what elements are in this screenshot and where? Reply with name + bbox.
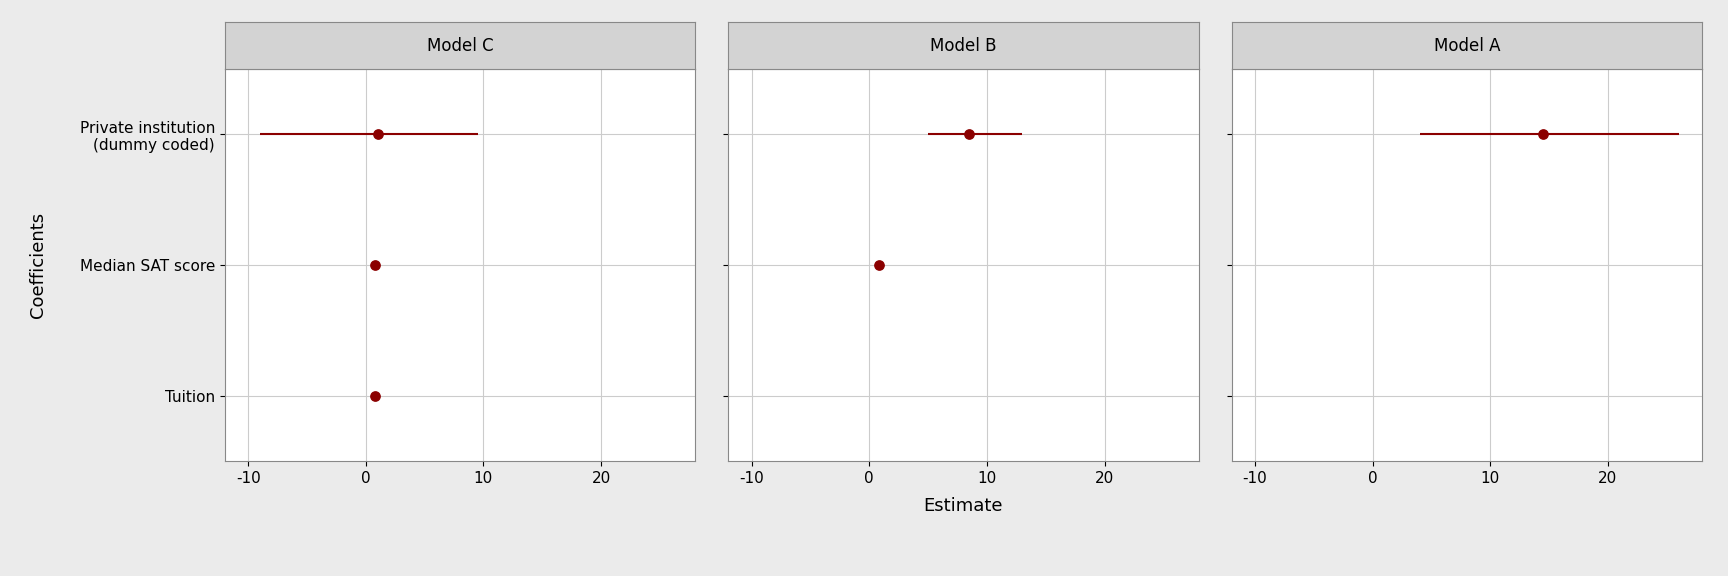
Point xyxy=(1529,130,1557,139)
Point xyxy=(864,260,892,270)
X-axis label: Estimate: Estimate xyxy=(923,497,1004,514)
Point xyxy=(361,391,389,400)
Point xyxy=(361,260,389,270)
Point xyxy=(956,130,983,139)
Text: Coefficients: Coefficients xyxy=(29,212,47,318)
Point xyxy=(363,130,391,139)
